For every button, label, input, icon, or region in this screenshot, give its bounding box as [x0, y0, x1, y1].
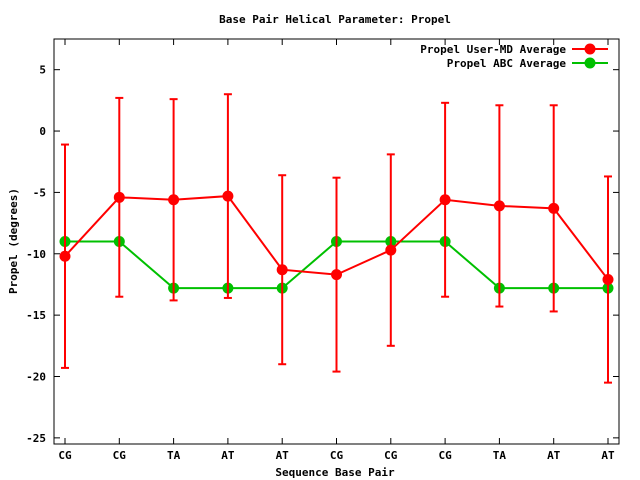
y-tick-label: -5	[33, 186, 46, 199]
data-point	[59, 250, 71, 262]
x-tick-label: AT	[221, 449, 235, 462]
legend-swatch-marker	[584, 43, 596, 55]
y-axis: 5 0 -5 -10 -15 -20 -25	[26, 64, 619, 445]
y-tick-label: -20	[26, 371, 46, 384]
x-axis: CG CG TA AT AT CG CG CG TA AT AT	[58, 39, 615, 462]
y-axis-title: Propel (degrees)	[7, 188, 20, 294]
x-tick-label: TA	[493, 449, 507, 462]
legend-label: Propel ABC Average	[447, 57, 567, 70]
data-point	[113, 191, 125, 203]
data-point	[331, 269, 342, 281]
x-tick-label: CG	[58, 449, 72, 462]
x-axis-title: Sequence Base Pair	[275, 466, 395, 479]
x-tick-label: AT	[547, 449, 561, 462]
x-tick-label: CG	[330, 449, 344, 462]
y-tick-label: 0	[39, 125, 46, 138]
y-tick-label: -15	[26, 309, 46, 322]
data-point	[493, 200, 505, 212]
x-tick-label: CG	[384, 449, 398, 462]
series-layer	[59, 93, 614, 384]
data-point	[548, 202, 560, 214]
legend-label: Propel User-MD Average	[420, 43, 566, 56]
x-tick-label: TA	[167, 449, 181, 462]
data-point	[385, 244, 397, 256]
data-point	[439, 194, 451, 206]
y-tick-label: -25	[26, 432, 46, 445]
plot-border	[53, 38, 620, 445]
data-point	[276, 264, 288, 276]
data-point	[168, 194, 180, 206]
x-tick-label: CG	[438, 449, 452, 462]
y-tick-label: 5	[39, 64, 46, 77]
data-point	[222, 190, 234, 202]
y-tick-label: -10	[26, 248, 46, 261]
x-tick-label: AT	[601, 449, 615, 462]
chart-title: Base Pair Helical Parameter: Propel	[219, 13, 451, 26]
series-user-md-average	[59, 93, 614, 384]
x-tick-label: CG	[113, 449, 127, 462]
legend-swatch-marker	[584, 57, 596, 69]
x-tick-label: AT	[276, 449, 290, 462]
data-point	[602, 274, 614, 286]
